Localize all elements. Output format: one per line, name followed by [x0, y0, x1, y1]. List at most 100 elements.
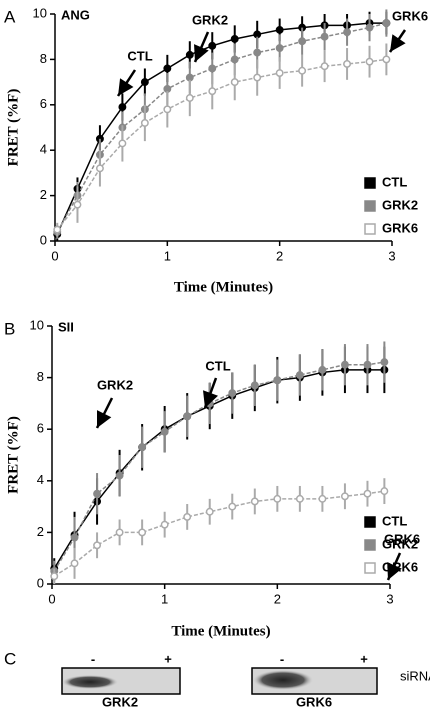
blot-label: GRK6 — [296, 694, 332, 709]
data-point — [140, 78, 149, 87]
y-tick-label: 10 — [30, 317, 44, 332]
data-point — [380, 358, 389, 367]
data-point — [185, 94, 194, 102]
series-line — [53, 361, 385, 572]
data-point — [298, 66, 307, 75]
y-tick-label: 0 — [40, 232, 47, 247]
legend-label: CTL — [382, 174, 407, 189]
data-point — [93, 489, 102, 498]
data-point — [295, 494, 304, 503]
data-point — [380, 487, 389, 496]
data-point — [250, 381, 259, 390]
lane-label: - — [280, 651, 284, 666]
series-line — [56, 22, 387, 233]
arrow-head — [97, 410, 112, 428]
data-point — [163, 84, 172, 93]
blot-label: GRK2 — [102, 694, 138, 709]
arrow-head — [390, 34, 406, 52]
y-tick-label: 8 — [37, 369, 44, 384]
data-point — [228, 502, 237, 511]
blot-band — [253, 670, 313, 690]
y-axis-label: FRET (%F) — [5, 89, 21, 167]
arrow-head — [194, 44, 209, 62]
data-point — [343, 59, 352, 68]
blot-band — [62, 675, 118, 689]
data-point — [363, 489, 372, 498]
chart-title: SII — [58, 319, 74, 334]
data-point — [163, 105, 172, 114]
legend-marker — [364, 200, 376, 212]
x-tick-label: 0 — [48, 591, 55, 606]
data-point — [365, 57, 374, 66]
data-point — [275, 44, 284, 52]
data-point — [93, 541, 102, 550]
data-point — [115, 471, 124, 480]
data-point — [320, 32, 329, 41]
arrow-head — [118, 78, 134, 96]
panel-label: A — [4, 7, 16, 26]
annotation: GRK2 — [97, 377, 133, 392]
y-tick-label: 8 — [40, 51, 47, 66]
data-point — [365, 23, 374, 32]
lane-label: + — [360, 651, 368, 666]
y-tick-label: 6 — [40, 96, 47, 111]
data-point — [340, 492, 349, 501]
data-point — [230, 35, 239, 43]
data-point — [253, 48, 262, 57]
data-point — [138, 443, 147, 452]
data-point — [295, 371, 304, 379]
data-point — [320, 62, 329, 71]
data-point — [183, 512, 192, 521]
lane-label: - — [91, 651, 95, 666]
y-axis-label: FRET (%F) — [5, 416, 21, 494]
panel-label: C — [4, 649, 16, 668]
data-point — [250, 497, 259, 506]
legend-label: CTL — [382, 513, 407, 528]
data-point — [230, 55, 239, 64]
data-point — [95, 164, 104, 173]
series-line — [56, 22, 387, 235]
annotation: GRK6 — [384, 531, 420, 546]
data-point — [118, 139, 127, 148]
x-axis-label: Time (Minutes) — [171, 623, 270, 639]
reagent-label: siRNA — [400, 668, 430, 683]
y-tick-label: 2 — [37, 524, 44, 539]
data-point — [318, 494, 327, 503]
data-point — [163, 64, 172, 73]
data-point — [50, 572, 59, 581]
data-point — [140, 119, 149, 127]
legend-label: GRK6 — [382, 220, 418, 235]
data-point — [185, 73, 194, 82]
data-point — [340, 360, 349, 369]
x-tick-label: 2 — [276, 248, 283, 263]
annotation: GRK6 — [392, 8, 428, 23]
legend-marker — [364, 562, 376, 574]
x-tick-label: 1 — [164, 248, 171, 263]
data-point — [208, 41, 217, 50]
data-point — [70, 533, 79, 542]
annotation: CTL — [205, 358, 230, 373]
legend-marker — [364, 177, 376, 189]
x-tick-label: 0 — [51, 248, 58, 263]
legend-label: GRK2 — [382, 536, 418, 551]
data-point — [208, 87, 217, 96]
legend-marker — [364, 539, 376, 551]
data-point — [318, 365, 327, 374]
data-point — [230, 78, 239, 87]
legend-marker — [364, 223, 376, 235]
data-point — [53, 225, 62, 234]
data-point — [382, 19, 391, 28]
arrow-head — [202, 390, 219, 408]
series-line — [53, 369, 385, 569]
y-tick-label: 6 — [37, 421, 44, 436]
data-point — [275, 69, 284, 77]
data-point — [228, 389, 237, 398]
y-tick-label: 2 — [40, 187, 47, 202]
data-point — [208, 64, 217, 73]
data-point — [253, 30, 262, 39]
y-tick-label: 0 — [37, 575, 44, 590]
y-tick-label: 10 — [33, 5, 47, 20]
x-tick-label: 1 — [161, 591, 168, 606]
data-point — [275, 25, 284, 34]
series-line — [56, 58, 387, 231]
